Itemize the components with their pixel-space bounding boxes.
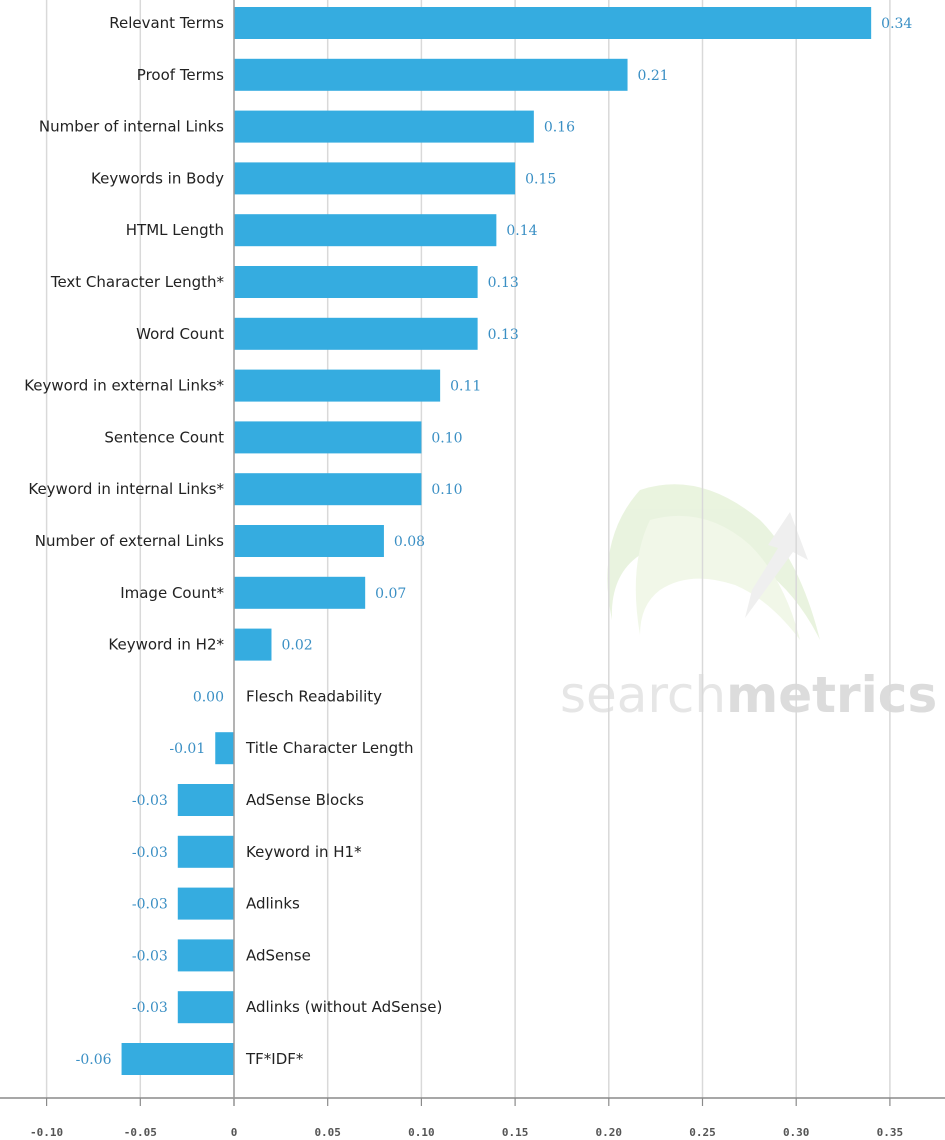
category-label: Image Count* (120, 584, 224, 602)
category-label: Keywords in Body (91, 169, 224, 187)
value-label: 0.16 (544, 120, 575, 136)
x-tick-label: -0.05 (124, 1126, 157, 1139)
x-tick-label: 0.15 (502, 1126, 529, 1139)
x-tick-label: 0.30 (783, 1126, 810, 1139)
category-label: Number of internal Links (39, 118, 224, 136)
watermark-text: searchmetrics (560, 666, 937, 724)
value-label: -0.03 (132, 793, 168, 809)
category-label: Title Character Length (245, 739, 413, 757)
x-tick-label: 0.20 (596, 1126, 623, 1139)
value-label: 0.15 (525, 171, 556, 187)
x-tick-label: 0.10 (408, 1126, 435, 1139)
value-label: 0.13 (488, 275, 519, 291)
value-label: -0.03 (132, 845, 168, 861)
value-label: -0.01 (169, 741, 205, 757)
category-label: Keyword in external Links* (24, 377, 224, 395)
value-label: -0.03 (132, 948, 168, 964)
bar (215, 732, 234, 765)
x-tick-label: 0.35 (877, 1126, 904, 1139)
bar (234, 7, 872, 39)
bar (234, 473, 422, 506)
bar (234, 58, 628, 91)
x-tick-label: -0.10 (30, 1126, 63, 1139)
bars (121, 7, 872, 1075)
value-label: 0.14 (506, 223, 537, 239)
category-label: Number of external Links (35, 532, 224, 550)
x-tick-label: 0.05 (314, 1126, 341, 1139)
bar (177, 784, 234, 816)
category-label: Proof Terms (137, 66, 224, 84)
value-label: 0.07 (375, 586, 406, 602)
x-tick-label: 0 (231, 1126, 238, 1139)
value-label: 0.21 (638, 68, 669, 84)
category-label: Relevant Terms (109, 14, 224, 32)
bar (177, 939, 234, 972)
category-label: Word Count (136, 325, 224, 343)
bar (177, 887, 234, 920)
bar (234, 162, 516, 195)
value-label: 0.11 (450, 379, 481, 395)
bar (234, 525, 384, 557)
bar (234, 110, 534, 143)
category-label: Keyword in H1* (246, 843, 362, 861)
value-label: 0.10 (431, 482, 462, 498)
category-label: TF*IDF* (245, 1050, 304, 1068)
value-label: 0.10 (431, 430, 462, 446)
category-label: Sentence Count (104, 428, 224, 446)
category-label: AdSense (246, 946, 311, 964)
value-label: -0.06 (76, 1052, 112, 1068)
labels: Relevant Terms 0.34 Proof Terms 0.21 Number … (24, 14, 912, 1068)
watermark-text-bold: metrics (726, 666, 937, 724)
value-label: -0.03 (132, 1000, 168, 1016)
bar (234, 369, 441, 402)
category-label: Adlinks (246, 895, 300, 913)
bar (234, 214, 497, 247)
value-label: 0.08 (394, 534, 425, 550)
value-label: 0.34 (881, 16, 912, 32)
value-label: -0.03 (132, 897, 168, 913)
category-label: AdSense Blocks (246, 791, 364, 809)
x-tick-label: 0.25 (689, 1126, 716, 1139)
value-label: 0.00 (193, 689, 224, 705)
bar (177, 991, 234, 1024)
category-label: Flesch Readability (246, 687, 382, 705)
bar (234, 421, 422, 454)
bar (234, 628, 272, 661)
category-label: Keyword in internal Links* (28, 480, 224, 498)
bar (234, 317, 478, 350)
category-label: Keyword in H2* (108, 636, 224, 654)
bar (177, 835, 234, 868)
watermark-text-light: search (560, 666, 726, 724)
bar (234, 266, 478, 298)
bar (234, 576, 366, 609)
value-label: 0.13 (488, 327, 519, 343)
bar (121, 1043, 234, 1075)
searchmetrics-logo-swoosh (607, 484, 820, 640)
value-label: 0.02 (281, 638, 312, 654)
category-label: HTML Length (126, 221, 224, 239)
searchmetrics-watermark: searchmetrics (560, 484, 937, 724)
category-label: Text Character Length* (50, 273, 225, 291)
category-label: Adlinks (without AdSense) (246, 998, 442, 1016)
